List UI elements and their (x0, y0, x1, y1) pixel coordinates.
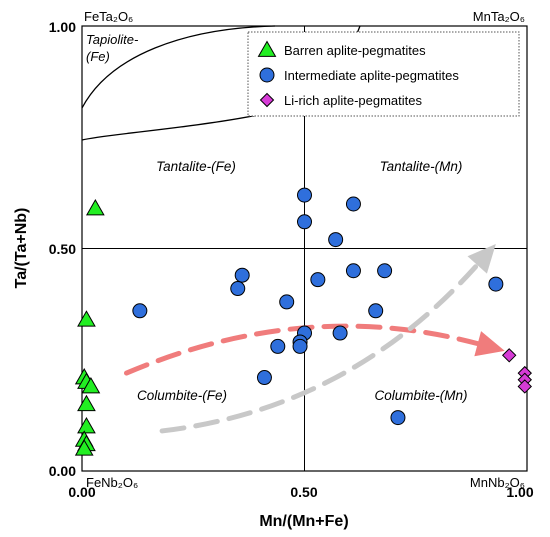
data-point-triangle-6 (77, 394, 96, 412)
data-points (74, 187, 532, 456)
data-point-circle-10 (488, 276, 504, 292)
legend-label-barren: Barren aplite-pegmatites (284, 43, 426, 58)
y-tick-label-2: 1.00 (49, 19, 76, 35)
data-point-triangle-2 (77, 310, 96, 327)
data-point-circle-12 (132, 303, 148, 319)
legend-box (247, 31, 520, 117)
legend-marker-triangle (257, 40, 277, 57)
legend: Barren aplite-pegmatites Intermediate ap… (247, 31, 520, 117)
data-point-circle-5 (234, 267, 250, 283)
data-point-circle-1 (297, 187, 312, 203)
y-tick-label-0: 0.00 (49, 463, 76, 479)
data-point-circle-7 (310, 272, 326, 288)
legend-marker-diamond (259, 92, 275, 108)
field-label-tantalite-fe: Tantalite-(Fe) (156, 159, 236, 174)
data-point-circle-18 (292, 338, 308, 354)
corner-label-top-right: MnTa₂O₆ (473, 9, 525, 24)
field-label-tantalite-mn: Tantalite-(Mn) (380, 159, 463, 174)
data-point-circle-20 (390, 410, 406, 426)
y-axis-label: Ta/(Ta+Nb) (13, 208, 30, 289)
x-axis: 0.00 0.50 1.00 Mn/(Mn+Fe) (68, 484, 533, 530)
corner-label-top-left: FeTa₂O₆ (84, 9, 133, 24)
data-point-circle-11 (279, 294, 295, 310)
data-point-diamond-4 (517, 379, 532, 394)
trend-arrowhead-2 (467, 244, 496, 274)
y-tick-label-1: 0.50 (49, 241, 76, 257)
trend-arrow-2 (159, 262, 480, 434)
data-point-circle-9 (377, 263, 393, 279)
data-point-circle-6 (230, 281, 246, 297)
corner-label-bottom-left: FeNb₂O₆ (86, 475, 138, 490)
y-axis: 0.00 0.50 1.00 Ta/(Ta+Nb) (13, 19, 76, 479)
legend-marker-circle (259, 67, 275, 83)
data-point-circle-4 (328, 232, 344, 248)
data-point-triangle-7 (77, 416, 96, 434)
data-point-circle-3 (297, 214, 312, 230)
data-point-circle-17 (270, 338, 286, 354)
x-axis-label: Mn/(Mn+Fe) (259, 513, 348, 530)
data-point-circle-19 (256, 370, 272, 386)
x-tick-label-1: 0.50 (290, 484, 317, 500)
data-point-circle-15 (332, 325, 348, 341)
legend-label-intermediate: Intermediate aplite-pegmatites (284, 68, 459, 83)
x-tick-label-2: 1.00 (506, 484, 533, 500)
data-point-circle-13 (368, 303, 384, 319)
data-point-triangle-5 (81, 376, 101, 394)
field-label-columbite-fe: Columbite-(Fe) (137, 388, 227, 403)
data-point-triangle-1 (85, 198, 105, 216)
field-label-columbite-mn: Columbite-(Mn) (374, 388, 467, 403)
corner-label-bottom-right: MnNb₂O₆ (470, 475, 525, 490)
data-point-circle-2 (345, 196, 361, 212)
legend-label-li-rich: Li-rich aplite-pegmatites (284, 93, 423, 108)
tapiolite-boundary-upper (81, 25, 276, 109)
x-tick-label-0: 0.00 (68, 484, 95, 500)
data-point-circle-8 (345, 263, 361, 279)
data-point-diamond-1 (501, 348, 517, 363)
field-label-tapiolite-2: (Fe) (86, 49, 110, 64)
trend-arrowhead-1 (474, 331, 505, 357)
field-label-tapiolite-1: Tapiolite- (86, 32, 139, 47)
data-point-triangle-10 (74, 439, 94, 456)
